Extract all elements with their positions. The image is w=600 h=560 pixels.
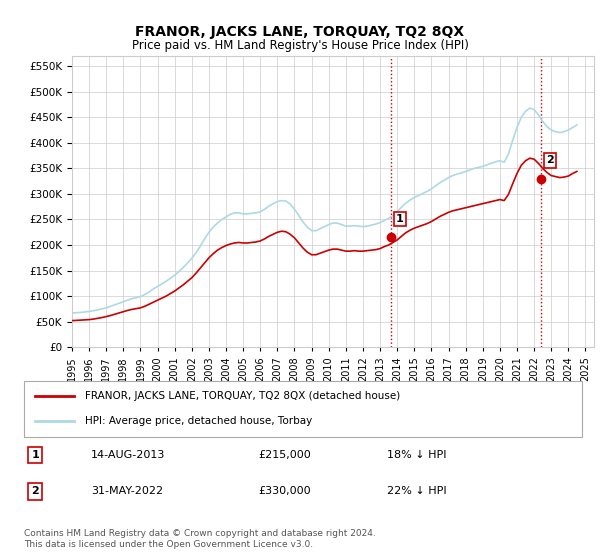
- Text: 22% ↓ HPI: 22% ↓ HPI: [387, 487, 446, 496]
- Text: 31-MAY-2022: 31-MAY-2022: [91, 487, 163, 496]
- Text: 2: 2: [31, 487, 39, 496]
- Text: 14-AUG-2013: 14-AUG-2013: [91, 450, 166, 460]
- Text: FRANOR, JACKS LANE, TORQUAY, TQ2 8QX (detached house): FRANOR, JACKS LANE, TORQUAY, TQ2 8QX (de…: [85, 391, 401, 402]
- Text: 2: 2: [547, 155, 554, 165]
- Text: 18% ↓ HPI: 18% ↓ HPI: [387, 450, 446, 460]
- FancyBboxPatch shape: [24, 381, 582, 437]
- Text: 1: 1: [396, 214, 404, 224]
- Text: Contains HM Land Registry data © Crown copyright and database right 2024.
This d: Contains HM Land Registry data © Crown c…: [24, 529, 376, 549]
- Text: £215,000: £215,000: [259, 450, 311, 460]
- Text: Price paid vs. HM Land Registry's House Price Index (HPI): Price paid vs. HM Land Registry's House …: [131, 39, 469, 52]
- Text: 1: 1: [31, 450, 39, 460]
- Text: FRANOR, JACKS LANE, TORQUAY, TQ2 8QX: FRANOR, JACKS LANE, TORQUAY, TQ2 8QX: [136, 25, 464, 39]
- Text: HPI: Average price, detached house, Torbay: HPI: Average price, detached house, Torb…: [85, 416, 313, 426]
- Text: £330,000: £330,000: [259, 487, 311, 496]
